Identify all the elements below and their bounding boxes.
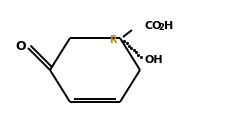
Text: OH: OH	[145, 55, 163, 65]
Text: O: O	[16, 40, 26, 53]
Text: 2: 2	[158, 23, 164, 32]
Text: R: R	[109, 35, 117, 45]
Text: H: H	[164, 21, 173, 31]
Text: CO: CO	[144, 21, 162, 31]
